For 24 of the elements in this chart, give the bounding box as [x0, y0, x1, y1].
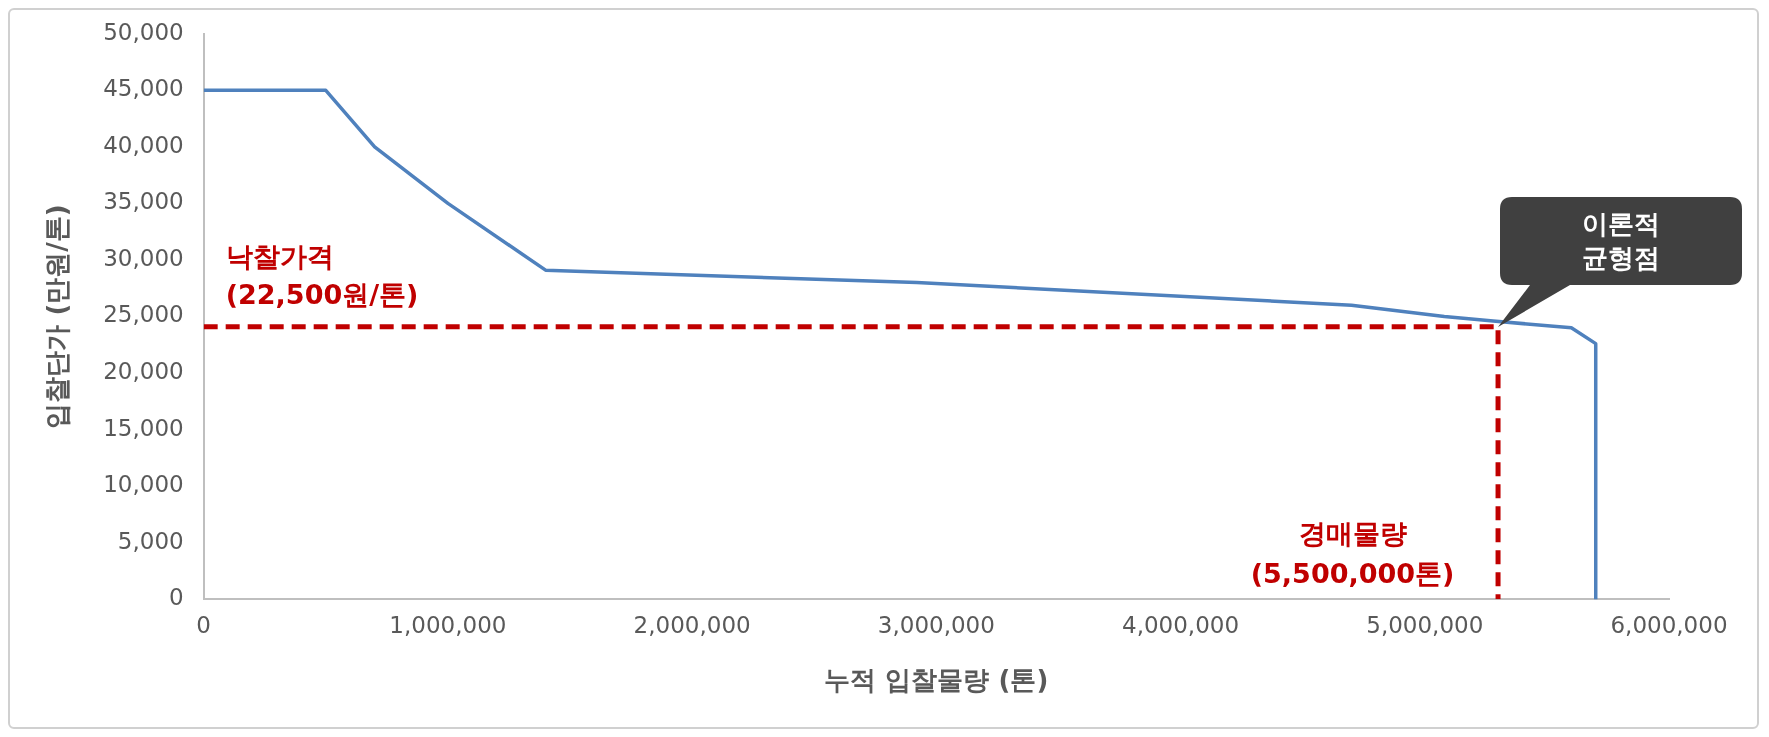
- x-tick-label: 4,000,000: [1122, 611, 1240, 638]
- annotation: 낙찰가격 (22,500원/톤): [225, 241, 419, 311]
- y-tick-label: 15,000: [103, 414, 184, 441]
- y-tick-label: 20,000: [103, 358, 184, 385]
- y-tick-label: 45,000: [103, 75, 184, 102]
- x-tick-label: 6,000,000: [1610, 611, 1728, 638]
- y-tick-label: 30,000: [103, 244, 184, 271]
- y-tick-label: 0: [169, 584, 184, 611]
- y-tick-label: 50,000: [103, 18, 184, 45]
- y-tick-label: 40,000: [103, 131, 184, 158]
- y-axis-title: 입찰단가 (만원/톤): [42, 204, 73, 429]
- x-tick-label: 2,000,000: [633, 611, 751, 638]
- x-tick-label: 5,000,000: [1366, 611, 1484, 638]
- y-tick-label: 35,000: [103, 188, 184, 215]
- annotation: 경매물량 (5,500,000톤): [1250, 517, 1455, 589]
- x-tick-label: 1,000,000: [389, 611, 507, 638]
- x-tick-label: 0: [196, 611, 211, 638]
- x-tick-label: 3,000,000: [877, 611, 995, 638]
- y-tick-label: 25,000: [103, 301, 184, 328]
- callout-box: 이론적 균형점: [1497, 196, 1742, 327]
- y-tick-label: 10,000: [103, 471, 184, 498]
- y-tick-label: 5,000: [117, 527, 184, 554]
- x-axis-title: 누적 입찰물량 (톤): [824, 665, 1049, 696]
- annotation: 이론적 균형점: [1581, 207, 1660, 275]
